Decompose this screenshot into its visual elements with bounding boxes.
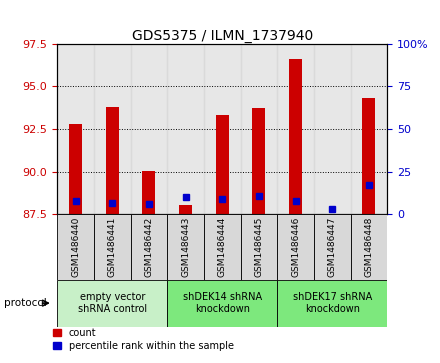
Bar — [351, 44, 387, 214]
Bar — [277, 44, 314, 214]
Bar — [204, 44, 241, 214]
Text: empty vector
shRNA control: empty vector shRNA control — [77, 292, 147, 314]
Bar — [253, 109, 265, 214]
Text: GSM1486445: GSM1486445 — [254, 217, 264, 277]
Text: GSM1486448: GSM1486448 — [364, 217, 374, 277]
Text: GSM1486443: GSM1486443 — [181, 217, 190, 277]
Bar — [351, 214, 387, 280]
Bar — [204, 214, 241, 280]
Bar — [57, 44, 94, 214]
Bar — [179, 205, 192, 214]
Bar — [94, 44, 131, 214]
Bar — [277, 214, 314, 280]
Bar — [314, 214, 351, 280]
Text: shDEK14 shRNA
knockdown: shDEK14 shRNA knockdown — [183, 292, 262, 314]
Bar — [57, 280, 167, 327]
Bar — [363, 98, 375, 214]
Bar — [131, 44, 167, 214]
Text: protocol: protocol — [4, 298, 47, 308]
Bar — [69, 124, 82, 214]
Text: shDEK17 shRNA
knockdown: shDEK17 shRNA knockdown — [293, 292, 372, 314]
Bar — [241, 44, 277, 214]
Bar — [314, 44, 351, 214]
Bar — [277, 280, 387, 327]
Bar — [241, 214, 277, 280]
Bar — [289, 59, 302, 214]
Bar — [94, 214, 131, 280]
Legend: count, percentile rank within the sample: count, percentile rank within the sample — [53, 328, 234, 351]
Bar — [167, 214, 204, 280]
Title: GDS5375 / ILMN_1737940: GDS5375 / ILMN_1737940 — [132, 29, 313, 42]
Bar — [167, 280, 277, 327]
Bar — [106, 107, 119, 214]
Bar — [143, 171, 155, 214]
Text: GSM1486447: GSM1486447 — [328, 217, 337, 277]
Bar — [216, 115, 229, 214]
Text: GSM1486444: GSM1486444 — [218, 217, 227, 277]
Bar — [131, 214, 167, 280]
Bar — [167, 44, 204, 214]
Text: GSM1486440: GSM1486440 — [71, 217, 80, 277]
Bar — [57, 214, 94, 280]
Text: GSM1486446: GSM1486446 — [291, 217, 300, 277]
Text: GSM1486442: GSM1486442 — [144, 217, 154, 277]
Text: GSM1486441: GSM1486441 — [108, 217, 117, 277]
